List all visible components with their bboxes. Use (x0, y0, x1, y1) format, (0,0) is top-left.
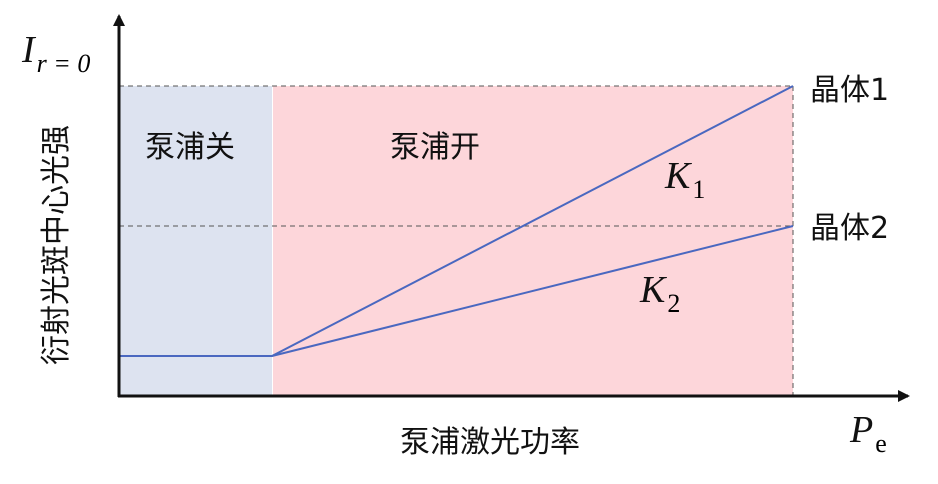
x-axis-symbol: Pe (849, 409, 887, 458)
region-label: 泵浦开 (390, 130, 480, 165)
text: K (664, 155, 692, 197)
text: 1 (692, 175, 705, 204)
region-label: 泵浦关 (145, 130, 235, 165)
pump-off-region (119, 86, 272, 396)
text: P (849, 409, 873, 451)
text: K (639, 269, 667, 311)
pump-on-region (273, 86, 793, 396)
text: r = 0 (37, 49, 91, 78)
line-label: 晶体1 (810, 73, 889, 108)
text: I (21, 29, 37, 71)
y-axis-label: 衍射光斑中心光强 (39, 125, 74, 365)
crystal-2-line (271, 225, 794, 357)
text: 2 (667, 289, 680, 318)
x-axis-label: 泵浦激光功率 (400, 425, 580, 460)
line-label: 晶体2 (810, 211, 889, 246)
slope-label: K2 (639, 269, 680, 318)
y-axis-symbol: Ir = 0 (21, 29, 90, 78)
text: e (875, 429, 887, 458)
slope-label: K1 (664, 155, 705, 204)
